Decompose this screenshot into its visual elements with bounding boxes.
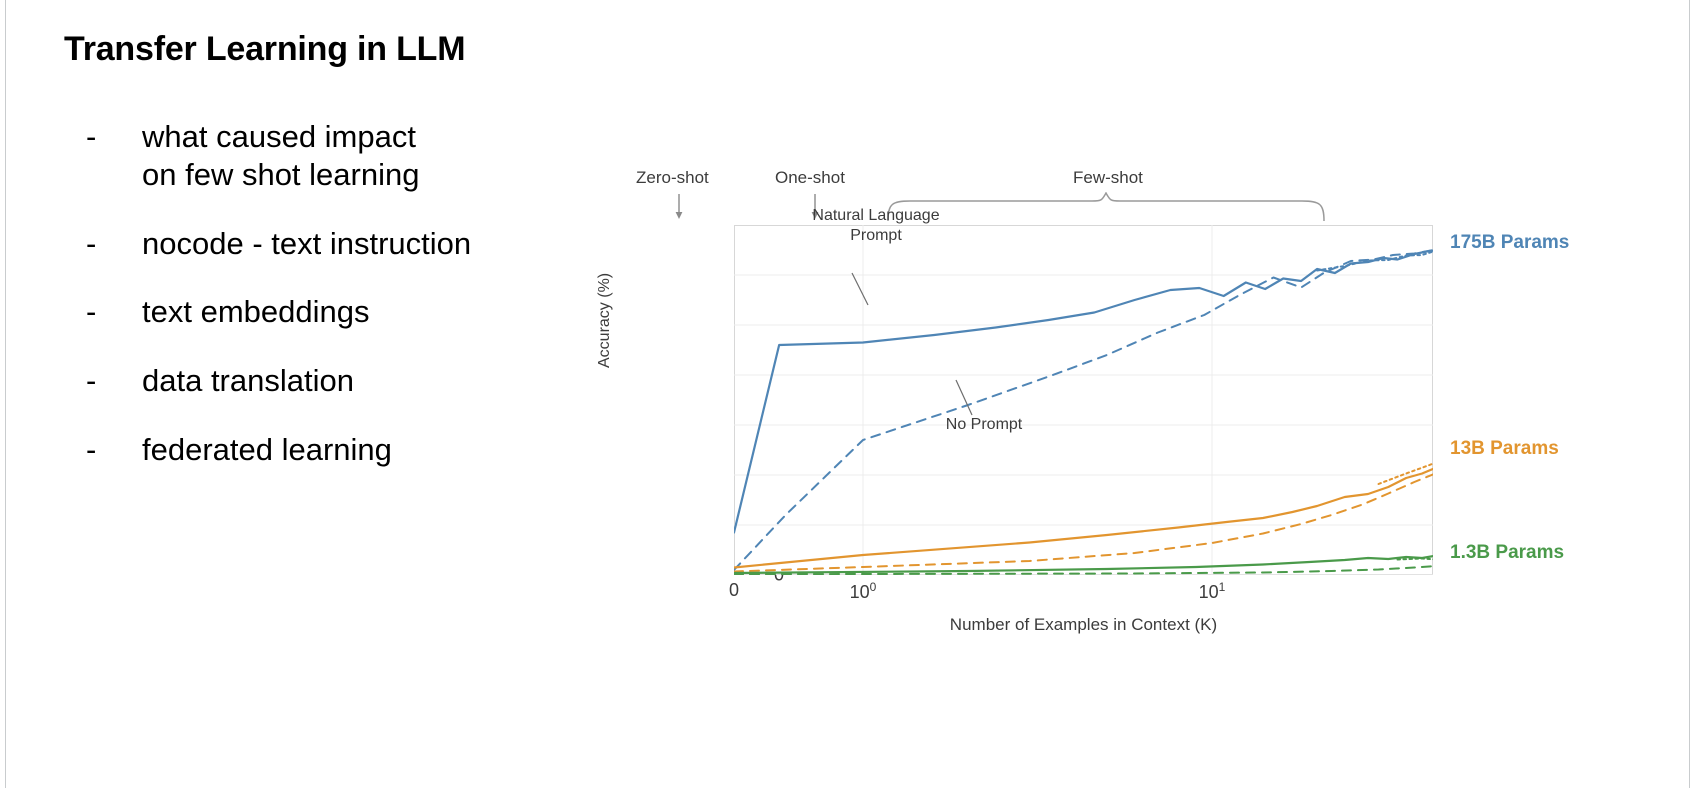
arrow-down-icon-zero-shot [675,194,683,219]
series-line-8 [734,565,1433,575]
series-line-3 [734,467,1433,569]
list-item: - data translation [86,362,606,400]
series-line-7 [1396,557,1433,561]
page-title: Transfer Learning in LLM [64,30,466,68]
bullet-text: federated learning [142,432,392,468]
x-tick-label-0: 0 [728,580,740,600]
series-label-175b: 175B Params [1450,232,1570,253]
bullet-marker: - [86,363,97,399]
arrow-down-icon-one-shot [811,194,819,219]
x-tick-exponent: 1 [1218,580,1226,594]
bullet-marker: - [86,225,97,261]
regime-label-one-shot: One-shot [775,168,845,187]
x-tick-mantissa: 10 [849,582,870,602]
list-item: - federated learning [86,431,606,469]
x-tick-mantissa: 10 [1198,582,1219,602]
series-line-2 [734,249,1433,571]
bullet-list: - what caused impact on few shot learnin… [86,118,606,500]
list-item: - nocode - text instruction [86,225,606,263]
plot-canvas [734,225,1433,575]
slide-canvas: Transfer Learning in LLM - what caused i… [5,0,1690,788]
curly-brace-few-shot [887,192,1325,222]
bullet-text: nocode - text instruction [142,225,472,261]
annotation-no-prompt: No Prompt [945,416,1023,433]
x-tick-exponent: 0 [869,580,877,594]
list-item: - what caused impact on few shot learnin… [86,118,606,194]
bullet-marker: - [86,119,97,154]
x-tick-label-2: 101 [1199,580,1226,603]
series-label-13b: 13B Params [1450,438,1559,459]
plot-border [734,225,1433,575]
data-series-group [734,249,1433,575]
x-tick-label-1: 100 [850,580,877,603]
accuracy-vs-context-chart: Zero-shot One-shot Few-shot Accuracy (%)… [596,150,1610,645]
series-line-0 [734,249,1433,534]
bullet-text: what caused impact on few shot learning [142,119,420,192]
gridlines [734,225,1433,575]
plot-area: Natural Language Prompt No Prompt [734,207,1433,575]
series-line-1 [1316,250,1433,272]
regime-label-zero-shot: Zero-shot [636,168,709,187]
y-axis-title: Accuracy (%) [596,272,613,368]
list-item: - text embeddings [86,293,606,331]
series-label-1-3b: 1.3B Params [1450,542,1565,563]
series-line-4 [1377,462,1433,485]
bullet-text: data translation [142,363,354,399]
x-axis-title: Number of Examples in Context (K) [949,615,1218,634]
bullet-marker: - [86,294,97,330]
regime-label-few-shot: Few-shot [1073,168,1143,187]
series-line-5 [734,473,1433,573]
series-line-6 [734,554,1433,575]
bullet-text: text embeddings [142,294,370,330]
bullet-marker: - [86,432,97,468]
leader-line-no-prompt [955,379,973,416]
annotation-natural-language-prompt: Natural Language Prompt [812,207,940,244]
leader-line-natural-language-prompt [851,272,869,306]
